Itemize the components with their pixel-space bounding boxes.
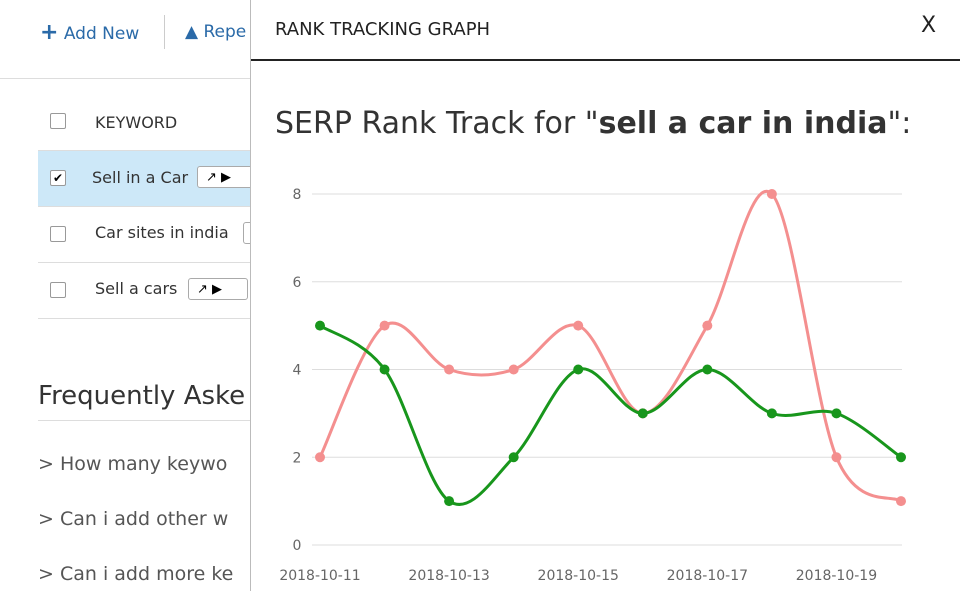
- report-button[interactable]: ▲ Repe: [185, 22, 247, 42]
- data-point: [379, 320, 390, 331]
- data-point: [379, 364, 390, 375]
- add-new-button[interactable]: + Add New: [40, 20, 140, 45]
- graph-button[interactable]: ↗ ▶: [188, 278, 248, 300]
- data-point: [637, 408, 648, 419]
- series-line: [319, 324, 902, 506]
- faq-text: Can i add more ke: [59, 563, 234, 585]
- y-tick-label: 2: [293, 450, 302, 466]
- row-line: [38, 206, 250, 207]
- modal-title: RANK TRACKING GRAPH: [275, 19, 491, 40]
- data-point: [831, 408, 842, 419]
- data-point: [444, 496, 455, 507]
- modal-header: RANK TRACKING GRAPH X: [251, 0, 960, 61]
- keyword-header: KEYWORD: [95, 113, 178, 132]
- x-tick-label: 2018-10-19: [796, 568, 877, 584]
- row-line: [38, 318, 250, 319]
- row-line: [38, 262, 250, 263]
- y-tick-label: 8: [293, 187, 302, 203]
- x-tick-label: 2018-10-15: [538, 568, 619, 584]
- keyword: Car sites in india: [95, 223, 229, 242]
- data-point: [896, 496, 906, 507]
- data-point: [831, 452, 842, 463]
- row-checkbox[interactable]: [50, 282, 66, 298]
- select-all-checkbox[interactable]: [50, 113, 66, 129]
- data-point: [508, 364, 519, 375]
- data-point: [315, 452, 325, 463]
- faq-text: How many keywo: [59, 453, 228, 475]
- faq-item[interactable]: > Can i add other w: [38, 508, 229, 530]
- faq-text: Can i add other w: [59, 508, 229, 530]
- y-tick-label: 6: [293, 275, 302, 291]
- data-point: [702, 320, 713, 331]
- data-point: [702, 364, 713, 375]
- keyword: Sell a cars: [95, 279, 178, 298]
- toolbar: + Add New ▲ Repe: [0, 0, 250, 79]
- row-checkbox[interactable]: [50, 226, 66, 242]
- data-point: [896, 452, 906, 463]
- close-button[interactable]: X: [921, 13, 937, 38]
- faq-item[interactable]: > How many keywo: [38, 453, 228, 475]
- x-tick-label: 2018-10-11: [279, 568, 360, 584]
- title-prefix: SERP Rank Track for ": [275, 106, 599, 141]
- y-tick-label: 0: [293, 538, 302, 554]
- faq-line: [38, 420, 250, 421]
- data-point: [573, 320, 584, 331]
- title-suffix: ":: [887, 106, 912, 141]
- data-point: [766, 408, 777, 419]
- faq-title: Frequently Aske: [38, 381, 246, 411]
- add-new-label: Add New: [63, 24, 140, 44]
- row-line: [38, 150, 250, 151]
- data-point: [315, 320, 325, 331]
- row-checkbox[interactable]: ✔: [50, 170, 66, 186]
- divider: [164, 15, 165, 49]
- chart-title: SERP Rank Track for "sell a car in india…: [275, 106, 911, 141]
- modal: RANK TRACKING GRAPH X SERP Rank Track fo…: [250, 0, 960, 591]
- series-line: [318, 189, 902, 503]
- keyword: Sell in a Car: [92, 168, 189, 187]
- title-keyword: sell a car in india: [598, 106, 888, 141]
- x-tick-label: 2018-10-13: [408, 568, 489, 584]
- report-label: Repe: [203, 22, 247, 42]
- graph-button[interactable]: ↗ ▶: [197, 166, 257, 188]
- faq-item[interactable]: > Can i add more ke: [38, 563, 234, 585]
- data-point: [766, 189, 777, 199]
- data-point: [444, 364, 455, 375]
- y-tick-label: 4: [293, 363, 302, 379]
- x-tick-label: 2018-10-17: [667, 568, 748, 584]
- data-point: [573, 364, 584, 375]
- data-point: [508, 452, 519, 463]
